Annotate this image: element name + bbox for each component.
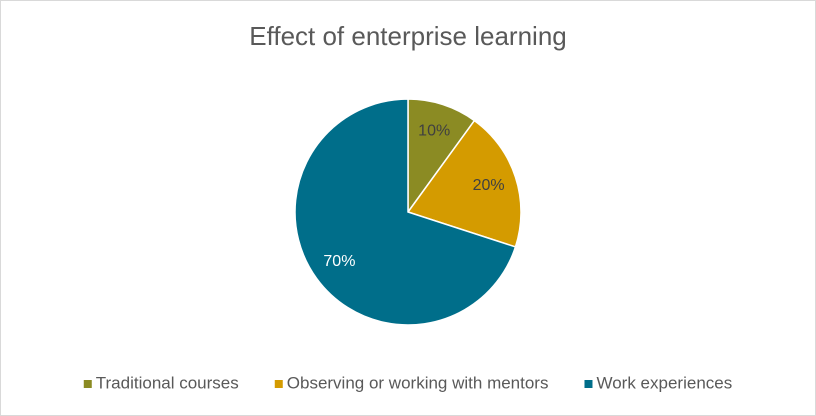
legend-label: Observing or working with mentors bbox=[287, 373, 549, 392]
data-label: 70% bbox=[323, 253, 355, 270]
legend-label: Traditional courses bbox=[96, 373, 239, 392]
legend-marker bbox=[584, 380, 593, 388]
chart-title: Effect of enterprise learning bbox=[249, 21, 566, 51]
pie-slice bbox=[406, 119, 522, 248]
data-label: 10% bbox=[418, 123, 450, 140]
legend-marker bbox=[83, 380, 92, 388]
data-label: 20% bbox=[473, 177, 505, 194]
pie-slice bbox=[407, 98, 476, 215]
legend-marker bbox=[274, 380, 283, 388]
legend-label: Work experiences bbox=[596, 373, 732, 392]
pie-slice bbox=[294, 98, 517, 326]
legend: Traditional courses Observing or working … bbox=[83, 373, 732, 392]
